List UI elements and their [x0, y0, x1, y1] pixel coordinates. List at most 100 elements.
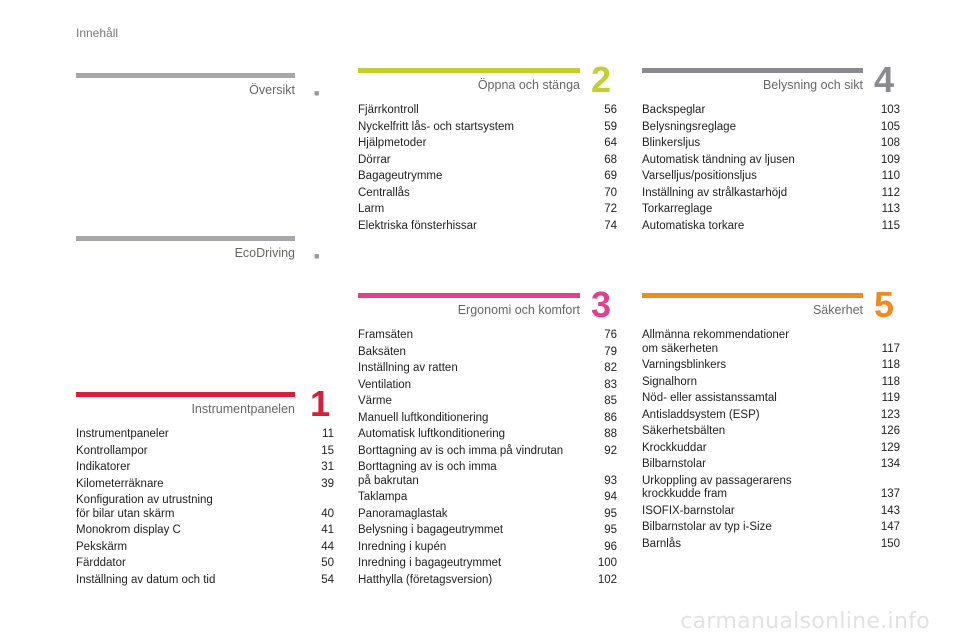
- toc-entry[interactable]: Inredning i kupén 96: [358, 541, 617, 558]
- toc-entry-label: Monokrom display C: [76, 524, 181, 536]
- toc-entry-label: Varningsblinkers: [642, 359, 727, 371]
- toc-entry[interactable]: Larm 72: [358, 203, 617, 220]
- toc-entry[interactable]: Automatisk luftkonditionering 88: [358, 428, 617, 445]
- toc-entry-page: 117: [881, 342, 900, 355]
- toc-entry-label: Backspeglar: [642, 104, 706, 116]
- toc-entry[interactable]: Indikatorer 31: [76, 461, 334, 478]
- toc-entry-label: Varselljus/positionsljus: [642, 170, 757, 182]
- section-belysning-och-sikt: Belysning och sikt Backspeglar 103 Belysni…: [642, 68, 900, 248]
- toc-entry[interactable]: Taklampa 94: [358, 491, 617, 508]
- toc-entry[interactable]: ISOFIX-barnstolar 143: [642, 505, 900, 522]
- toc-entry[interactable]: Kontrollampor 15: [76, 445, 334, 462]
- toc-entry-label: Bilbarnstolar: [642, 458, 706, 470]
- toc-entry-page: 11: [322, 428, 334, 440]
- toc-entry-page: 15: [321, 444, 334, 457]
- toc-entry[interactable]: Borttagning av is och imma på bakrutan 93: [358, 461, 617, 491]
- toc-entry-label: Säkerhetsbälten: [642, 425, 726, 437]
- section-title[interactable]: Belysning och sikt: [762, 78, 863, 92]
- toc-entry[interactable]: Belysning i bagageutrymmet 95: [358, 524, 617, 541]
- section-title[interactable]: Ergonomi och komfort: [457, 303, 580, 317]
- toc-entry-label: Pekskärm: [76, 540, 128, 553]
- toc-entry-page: 44: [321, 540, 334, 553]
- toc-entry[interactable]: Bilbarnstolar av typ i-Size 147: [642, 521, 900, 538]
- toc-entry[interactable]: Bagageutrymme 69: [358, 170, 617, 187]
- toc-entry-label: ISOFIX-barnstolar: [642, 504, 735, 517]
- toc-entry[interactable]: Panoramaglastak 95: [358, 508, 617, 525]
- toc-entry[interactable]: Fjärrkontroll 56: [358, 104, 617, 121]
- toc-entry[interactable]: Dörrar 68: [358, 154, 617, 171]
- toc-entry[interactable]: Nyckelfritt lås- och startsystem 59: [358, 121, 617, 138]
- toc-entry-label: Borttagning av is och imma på bakrutan: [358, 461, 497, 487]
- toc-entry[interactable]: Säkerhetsbälten 126: [642, 425, 900, 442]
- toc-entry-label: Ventilation: [358, 378, 412, 391]
- toc-entry-page: 102: [597, 573, 617, 586]
- toc-entry[interactable]: Kilometerräknare 39: [76, 478, 334, 495]
- toc-entry-page: 129: [880, 441, 900, 454]
- toc-entry[interactable]: Varselljus/positionsljus 110: [642, 170, 900, 187]
- toc-entry-label: Manuell luftkonditionering: [358, 411, 489, 424]
- section-sakerhet: Säkerhet Allmänna rekommendationer om sä…: [642, 293, 900, 573]
- toc-entry-page: 110: [881, 170, 900, 182]
- toc-entry[interactable]: Allmänna rekommendationer om säkerheten 1…: [642, 329, 900, 359]
- toc-entry[interactable]: Hjälpmetoder 64: [358, 137, 617, 154]
- toc-entry[interactable]: Ventilation 83: [358, 379, 617, 396]
- toc-entry-label: Borttagning av is och imma på vindrutan: [358, 444, 564, 457]
- toc-entry[interactable]: Elektriska fönsterhissar 74: [358, 220, 617, 237]
- toc-entry[interactable]: Hatthylla (företagsversion) 102: [358, 574, 617, 591]
- section-title[interactable]: EcoDriving: [234, 246, 295, 260]
- toc-entry[interactable]: Blinkersljus 108: [642, 137, 900, 154]
- toc-entry[interactable]: Urkoppling av passagerarens krockkudde f…: [642, 475, 900, 505]
- toc-entry-page: 69: [604, 170, 617, 182]
- toc-entry[interactable]: Instrumentpaneler 11: [76, 428, 334, 445]
- toc-entry[interactable]: Konfiguration av utrustning för bilar ut…: [76, 494, 334, 524]
- toc-entry-label: Framsäten: [358, 329, 413, 341]
- toc-entry[interactable]: Bilbarnstolar 134: [642, 458, 900, 475]
- toc-entry-label: Signalhorn: [642, 375, 697, 388]
- toc-entry[interactable]: Centrallås 70: [358, 187, 617, 204]
- toc-entry[interactable]: Pekskärm 44: [76, 541, 334, 558]
- toc-entry[interactable]: Monokrom display C 41: [76, 524, 334, 541]
- toc-entry[interactable]: Färddator 50: [76, 557, 334, 574]
- section-oversikt: Översikt: [76, 73, 295, 113]
- section-title[interactable]: Säkerhet: [812, 303, 863, 317]
- toc-entry-label: Belysning i bagageutrymmet: [358, 524, 504, 536]
- section-title[interactable]: Instrumentpanelen: [191, 402, 295, 416]
- toc-entry[interactable]: Automatisk tändning av ljusen 109: [642, 154, 900, 171]
- section-title[interactable]: Översikt: [249, 83, 295, 97]
- toc-entry[interactable]: Borttagning av is och imma på vindrutan 9…: [358, 445, 617, 462]
- toc-entry-page: 126: [880, 425, 900, 437]
- toc-entry-label: Inställning av datum och tid: [76, 573, 216, 586]
- section-title[interactable]: Öppna och stänga: [477, 78, 580, 92]
- toc-entry[interactable]: Automatiska torkare 115: [642, 220, 900, 237]
- toc-entry-page: 147: [880, 521, 900, 533]
- toc-entry[interactable]: Värme 85: [358, 395, 617, 412]
- toc-entry-page: 96: [604, 540, 617, 553]
- toc-entry[interactable]: Signalhorn 118: [642, 376, 900, 393]
- toc-entry-label: Allmänna rekommendationer om säkerheten: [642, 329, 790, 355]
- toc-entry-page: 94: [604, 491, 617, 503]
- toc-entry[interactable]: Inställning av strålkastarhöjd 112: [642, 187, 900, 204]
- toc-entry[interactable]: Framsäten 76: [358, 329, 617, 346]
- toc-entry[interactable]: Baksäten 79: [358, 346, 617, 363]
- toc-entry[interactable]: Antisladdsystem (ESP) 123: [642, 409, 900, 426]
- entry-list: Allmänna rekommendationer om säkerheten 1…: [642, 329, 900, 554]
- toc-entry[interactable]: Backspeglar 103: [642, 104, 900, 121]
- watermark: carmanualsonline.info: [680, 609, 930, 634]
- toc-entry[interactable]: Inställning av datum och tid 54: [76, 574, 334, 591]
- toc-entry-page: 123: [880, 408, 900, 421]
- toc-entry-label: Taklampa: [358, 491, 408, 503]
- toc-entry[interactable]: Varningsblinkers 118: [642, 359, 900, 376]
- toc-entry[interactable]: Inredning i bagageutrymmet 100: [358, 557, 617, 574]
- toc-entry[interactable]: Belysningsreglage 105: [642, 121, 900, 138]
- toc-entry[interactable]: Torkarreglage 113: [642, 203, 900, 220]
- section-bullet-icon: ■: [314, 251, 320, 261]
- toc-entry-label: Automatiska torkare: [642, 219, 745, 232]
- toc-entry[interactable]: Barnlås 150: [642, 538, 900, 555]
- toc-entry-label: Panoramaglastak: [358, 507, 448, 520]
- toc-entry[interactable]: Inställning av ratten 82: [358, 362, 617, 379]
- toc-entry-label: Belysningsreglage: [642, 120, 736, 133]
- toc-entry-page: 95: [604, 524, 617, 536]
- toc-entry[interactable]: Krockkuddar 129: [642, 442, 900, 459]
- toc-entry[interactable]: Manuell luftkonditionering 86: [358, 412, 617, 429]
- toc-entry[interactable]: Nöd- eller assistanssamtal 119: [642, 392, 900, 409]
